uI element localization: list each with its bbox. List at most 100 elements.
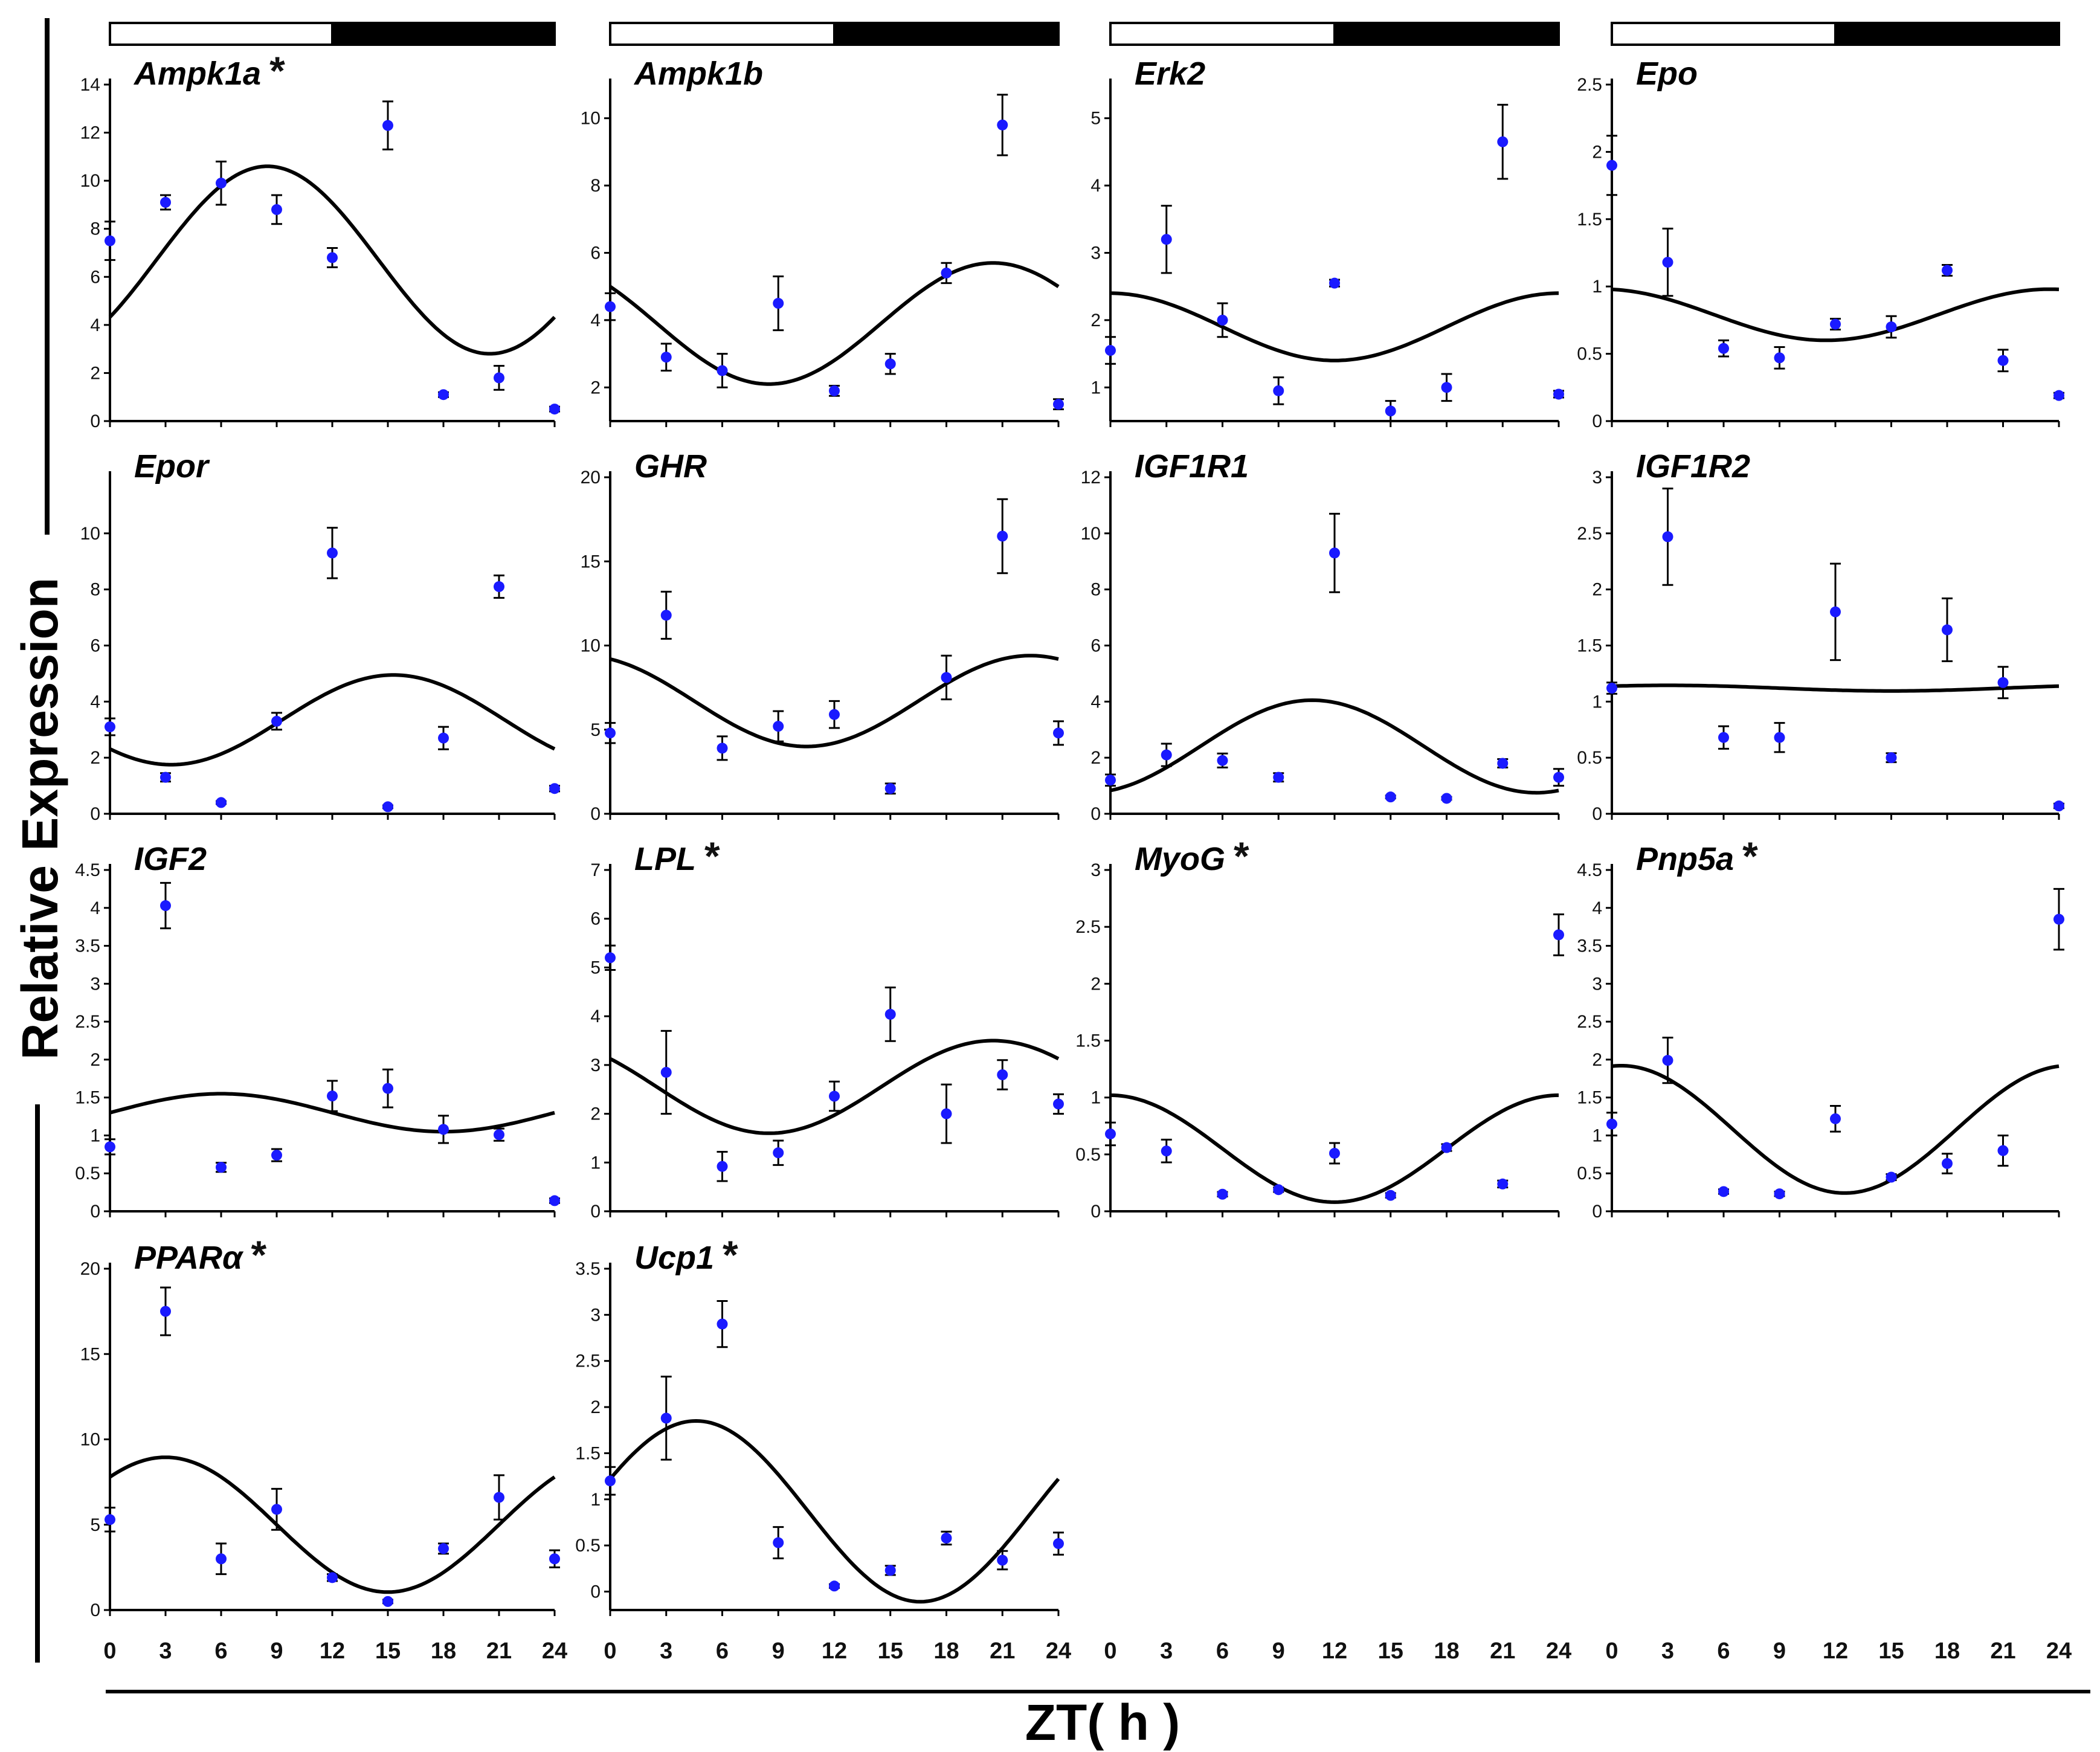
significance-star: * — [1234, 834, 1249, 878]
data-point — [160, 1306, 171, 1317]
y-tick-label: 3.5 — [1577, 936, 1602, 956]
zt-tick-label: 0 — [103, 1638, 116, 1664]
data-point — [327, 1572, 338, 1583]
data-point — [1329, 547, 1340, 559]
zt-tick-label: 12 — [1823, 1638, 1848, 1664]
data-point — [1053, 1098, 1064, 1110]
y-tick-label: 2.5 — [1075, 917, 1101, 937]
gene-title: IGF1R1 — [1135, 448, 1249, 485]
zt-tick-label: 24 — [1046, 1638, 1071, 1664]
data-point — [605, 727, 616, 739]
data-point — [105, 721, 115, 733]
y-tick-label: 15 — [581, 552, 601, 572]
data-point — [1774, 1188, 1785, 1200]
light-phase-bar — [109, 22, 333, 46]
zt-tick-label: 3 — [660, 1638, 672, 1664]
data-point — [829, 1090, 840, 1102]
fit-curve — [1611, 1064, 2060, 1195]
significance-star: * — [1742, 834, 1758, 878]
data-point — [438, 389, 449, 401]
data-point — [1329, 1147, 1340, 1159]
panel-pparα: 0 5 10 15 20 PPARα * — [80, 1232, 560, 1620]
data-point — [1105, 345, 1116, 356]
data-point — [271, 715, 282, 727]
data-point — [494, 1129, 504, 1141]
data-point — [216, 1553, 227, 1565]
data-point — [941, 1108, 952, 1119]
data-point — [1718, 732, 1729, 743]
y-tick-label: 2 — [90, 1050, 100, 1070]
data-point — [549, 1195, 560, 1206]
zt-tick-label: 21 — [990, 1638, 1015, 1664]
panel-ampk1a: 0 2 4 6 8 10 12 14 Ampk1a * — [80, 48, 560, 431]
y-tick-label: 4 — [590, 311, 601, 330]
data-point — [829, 385, 840, 396]
data-point — [1942, 265, 1953, 276]
gene-title: GHR — [634, 448, 707, 485]
gene-title: MyoG — [1135, 841, 1225, 877]
data-point — [438, 1124, 449, 1135]
zt-tick-label: 15 — [1878, 1638, 1904, 1664]
panel-igf2: 0 0.5 1 1.5 2 2.5 3 3.5 4 4.5 IGF2 — [75, 841, 560, 1222]
data-point — [1497, 1178, 1509, 1190]
y-tick-label: 4 — [90, 898, 100, 918]
y-tick-label: 0 — [1592, 411, 1602, 431]
y-tick-label: 2.5 — [1577, 1012, 1602, 1032]
data-point — [1497, 758, 1509, 769]
data-point — [1217, 314, 1228, 326]
data-point — [1273, 771, 1284, 783]
zt-tick-label: 24 — [1546, 1638, 1571, 1664]
y-tick-label: 2.5 — [1577, 524, 1602, 544]
data-point — [1217, 755, 1228, 766]
y-tick-label: 2 — [1090, 748, 1101, 768]
data-point — [438, 732, 449, 744]
data-point — [1718, 1186, 1729, 1197]
y-tick-label: 6 — [90, 636, 100, 656]
y-tick-label: 2.5 — [1577, 75, 1602, 95]
data-point — [494, 581, 504, 593]
significance-star: * — [704, 834, 720, 878]
data-point — [1997, 1145, 2009, 1156]
y-tick-label: 0.5 — [575, 1536, 601, 1556]
y-tick-label: 2.5 — [575, 1351, 601, 1371]
fit-curve — [610, 654, 1059, 749]
data-point — [997, 530, 1008, 542]
zt-tick-label: 18 — [933, 1638, 959, 1664]
y-tick-label: 8 — [90, 580, 100, 600]
y-tick-label: 4 — [1592, 898, 1602, 918]
y-tick-label: 0 — [1592, 804, 1602, 824]
data-point — [1441, 382, 1452, 393]
fit-curve — [1611, 683, 2060, 693]
y-tick-label: 12 — [80, 123, 100, 143]
data-point — [941, 672, 952, 683]
zt-tick-label: 12 — [320, 1638, 345, 1664]
fit-curve — [109, 673, 556, 767]
y-tick-label: 2 — [590, 378, 601, 398]
gene-title: Ampk1a — [133, 56, 261, 92]
data-point — [105, 235, 115, 246]
gene-title: Erk2 — [1135, 56, 1205, 92]
data-point — [1886, 321, 1897, 333]
data-point — [1217, 1188, 1228, 1200]
data-point — [997, 119, 1008, 130]
y-tick-label: 3.5 — [75, 936, 100, 956]
zt-tick-label: 0 — [1104, 1638, 1116, 1664]
y-tick-label: 0.5 — [1577, 748, 1602, 768]
gene-title: IGF2 — [134, 841, 207, 877]
gene-title: Ampk1b — [633, 56, 763, 92]
data-point — [1662, 1055, 1673, 1066]
y-tick-label: 2 — [590, 1104, 601, 1124]
data-point — [1497, 136, 1509, 147]
data-point — [1662, 257, 1673, 268]
zt-tick-label: 0 — [604, 1638, 616, 1664]
data-point — [884, 783, 896, 794]
y-tick-label: 1 — [590, 1490, 601, 1510]
y-tick-label: 4 — [590, 1006, 601, 1026]
gene-title: Epor — [134, 448, 210, 485]
fit-curve — [609, 1039, 1060, 1135]
data-point — [1606, 683, 1617, 694]
data-point — [1606, 159, 1617, 171]
data-point — [1053, 1538, 1064, 1550]
zt-tick-label: 6 — [1216, 1638, 1229, 1664]
data-point — [1718, 343, 1729, 354]
